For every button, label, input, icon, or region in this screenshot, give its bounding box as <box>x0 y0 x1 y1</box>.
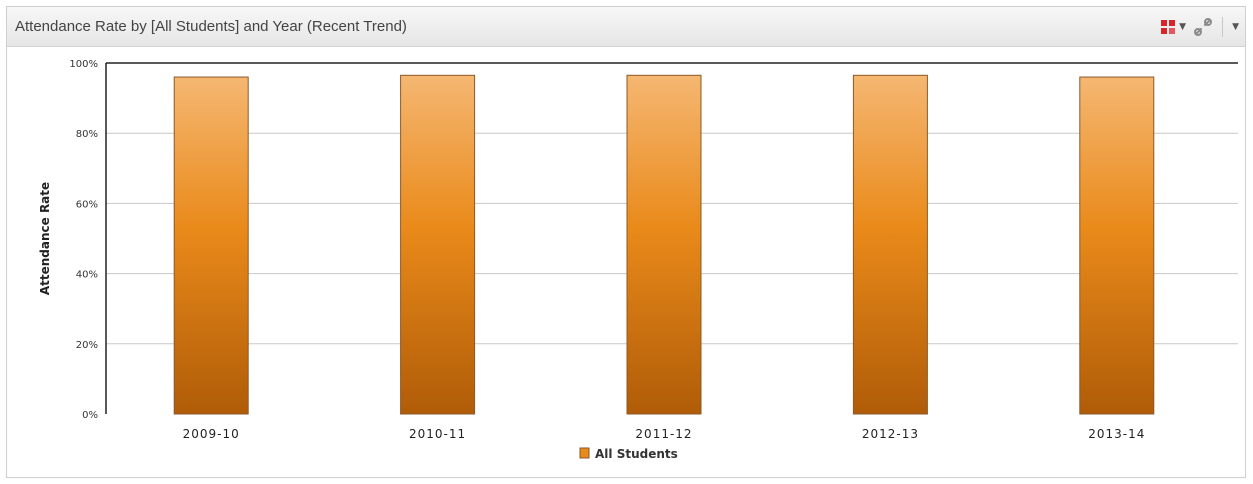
legend-swatch <box>579 447 590 459</box>
legend: All Students <box>579 447 678 461</box>
y-tick-label: 60% <box>76 199 98 210</box>
y-tick-label: 80% <box>76 129 98 140</box>
axes <box>105 62 1238 414</box>
chevron-down-icon: ▼ <box>1232 22 1239 32</box>
bar[interactable] <box>173 76 249 415</box>
panel-header: Attendance Rate by [All Students] and Ye… <box>7 7 1245 47</box>
x-tick-label: 2010-11 <box>409 427 466 441</box>
y-axis-title: Attendance Rate <box>38 182 52 295</box>
x-tick-label: 2009-10 <box>183 427 240 441</box>
labels: 0% 20% 40% 60% 80% 100% 2009-10 2010-11 2011-12 2… <box>69 59 1145 441</box>
panel-toolbar: ▼ ▼ <box>1154 15 1239 39</box>
panel-menu-button[interactable]: ▼ <box>1229 22 1239 32</box>
bar-chart-icon <box>1161 20 1176 34</box>
legend-label: All Students <box>595 447 678 461</box>
link-button[interactable] <box>1192 16 1214 38</box>
bar[interactable] <box>1079 76 1155 415</box>
link-icon <box>1194 18 1213 36</box>
x-tick-label: 2012-13 <box>862 427 919 441</box>
y-tick-label: 40% <box>76 270 98 281</box>
bar[interactable] <box>852 74 928 415</box>
chart-type-button[interactable]: ▼ <box>1160 19 1186 35</box>
toolbar-separator <box>1222 17 1224 37</box>
bar[interactable] <box>626 74 702 415</box>
bars <box>173 74 1155 415</box>
bar[interactable] <box>400 74 476 415</box>
x-tick-label: 2011-12 <box>635 427 692 441</box>
y-tick-label: 100% <box>69 59 98 70</box>
panel-title: Attendance Rate by [All Students] and Ye… <box>15 18 407 35</box>
x-tick-label: 2013-14 <box>1088 427 1145 441</box>
y-tick-label: 20% <box>76 340 98 351</box>
chevron-down-icon: ▼ <box>1179 22 1187 32</box>
y-tick-label: 0% <box>82 410 98 421</box>
